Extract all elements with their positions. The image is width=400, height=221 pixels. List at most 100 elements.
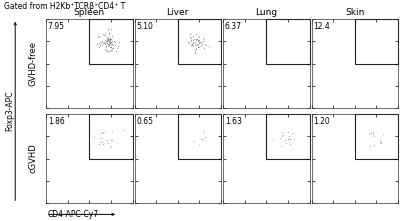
Point <box>197 40 204 44</box>
Point <box>190 39 196 42</box>
Point <box>185 40 191 44</box>
Point <box>371 143 377 147</box>
Point <box>99 39 106 43</box>
Point <box>371 134 378 138</box>
Point <box>192 43 198 46</box>
Point <box>188 38 194 42</box>
Point <box>102 47 108 50</box>
Point <box>279 130 286 134</box>
Point <box>98 131 105 134</box>
Point <box>96 41 102 45</box>
Point <box>206 44 212 48</box>
Point <box>112 43 118 47</box>
Point <box>100 33 107 36</box>
Point <box>106 31 112 34</box>
Point <box>100 131 106 135</box>
Point <box>193 37 199 41</box>
Point <box>194 44 201 47</box>
Point <box>193 46 199 50</box>
Point <box>195 39 201 43</box>
Point <box>94 36 101 39</box>
Point <box>101 41 107 44</box>
Point <box>190 41 196 45</box>
Point <box>195 45 202 48</box>
Text: 6.37: 6.37 <box>225 22 242 31</box>
Point <box>104 35 110 39</box>
Point <box>96 34 102 38</box>
Point <box>198 44 204 48</box>
Point <box>106 41 112 44</box>
Point <box>190 34 196 37</box>
Point <box>192 52 198 55</box>
Point <box>198 40 204 43</box>
Point <box>282 138 288 142</box>
Point <box>108 40 114 44</box>
Point <box>280 133 286 137</box>
Point <box>196 45 202 48</box>
Bar <box>355 19 398 63</box>
Point <box>108 145 114 149</box>
Point <box>193 38 200 42</box>
Text: GVHD-free: GVHD-free <box>29 41 38 86</box>
Point <box>104 39 111 42</box>
Bar <box>178 19 221 63</box>
Point <box>105 38 111 41</box>
Point <box>108 42 115 46</box>
Point <box>109 46 116 49</box>
Point <box>107 145 113 148</box>
Point <box>188 39 195 43</box>
Point <box>370 130 376 133</box>
Point <box>107 49 113 53</box>
Point <box>105 42 111 45</box>
Point <box>100 142 106 146</box>
Point <box>90 135 97 139</box>
Point <box>103 45 110 49</box>
Text: 5.10: 5.10 <box>136 22 153 31</box>
Point <box>108 34 115 38</box>
Point <box>287 142 293 145</box>
Point <box>109 39 115 42</box>
Point <box>368 131 374 135</box>
Point <box>193 32 200 36</box>
Point <box>287 138 293 141</box>
Point <box>189 43 196 46</box>
Point <box>108 37 114 41</box>
Point <box>102 38 108 41</box>
Text: CD4-APC-Cy7: CD4-APC-Cy7 <box>48 210 99 219</box>
Point <box>203 43 209 47</box>
Point <box>191 139 197 143</box>
Point <box>106 37 113 40</box>
Point <box>194 38 200 41</box>
Point <box>104 49 110 53</box>
Point <box>191 50 198 54</box>
Bar <box>89 19 132 63</box>
Point <box>105 44 111 48</box>
Point <box>196 42 202 45</box>
Point <box>99 43 106 47</box>
Point <box>103 40 109 43</box>
Text: 1.63: 1.63 <box>225 117 242 126</box>
Point <box>98 136 104 139</box>
Point <box>190 37 197 41</box>
Point <box>367 144 374 147</box>
Text: Liver: Liver <box>166 8 189 17</box>
Point <box>196 38 202 42</box>
Point <box>198 137 204 141</box>
Point <box>104 38 110 42</box>
Point <box>196 40 202 44</box>
Bar <box>89 114 132 159</box>
Point <box>109 42 116 45</box>
Point <box>105 141 111 145</box>
Point <box>94 42 100 45</box>
Point <box>378 140 384 144</box>
Text: Lung: Lung <box>255 8 277 17</box>
Bar <box>178 114 221 159</box>
Point <box>193 47 199 51</box>
Point <box>194 42 200 46</box>
Point <box>284 137 291 140</box>
Point <box>190 40 196 44</box>
Text: Spleen: Spleen <box>74 8 105 17</box>
Point <box>107 41 113 45</box>
Point <box>108 40 114 44</box>
Point <box>188 42 195 46</box>
